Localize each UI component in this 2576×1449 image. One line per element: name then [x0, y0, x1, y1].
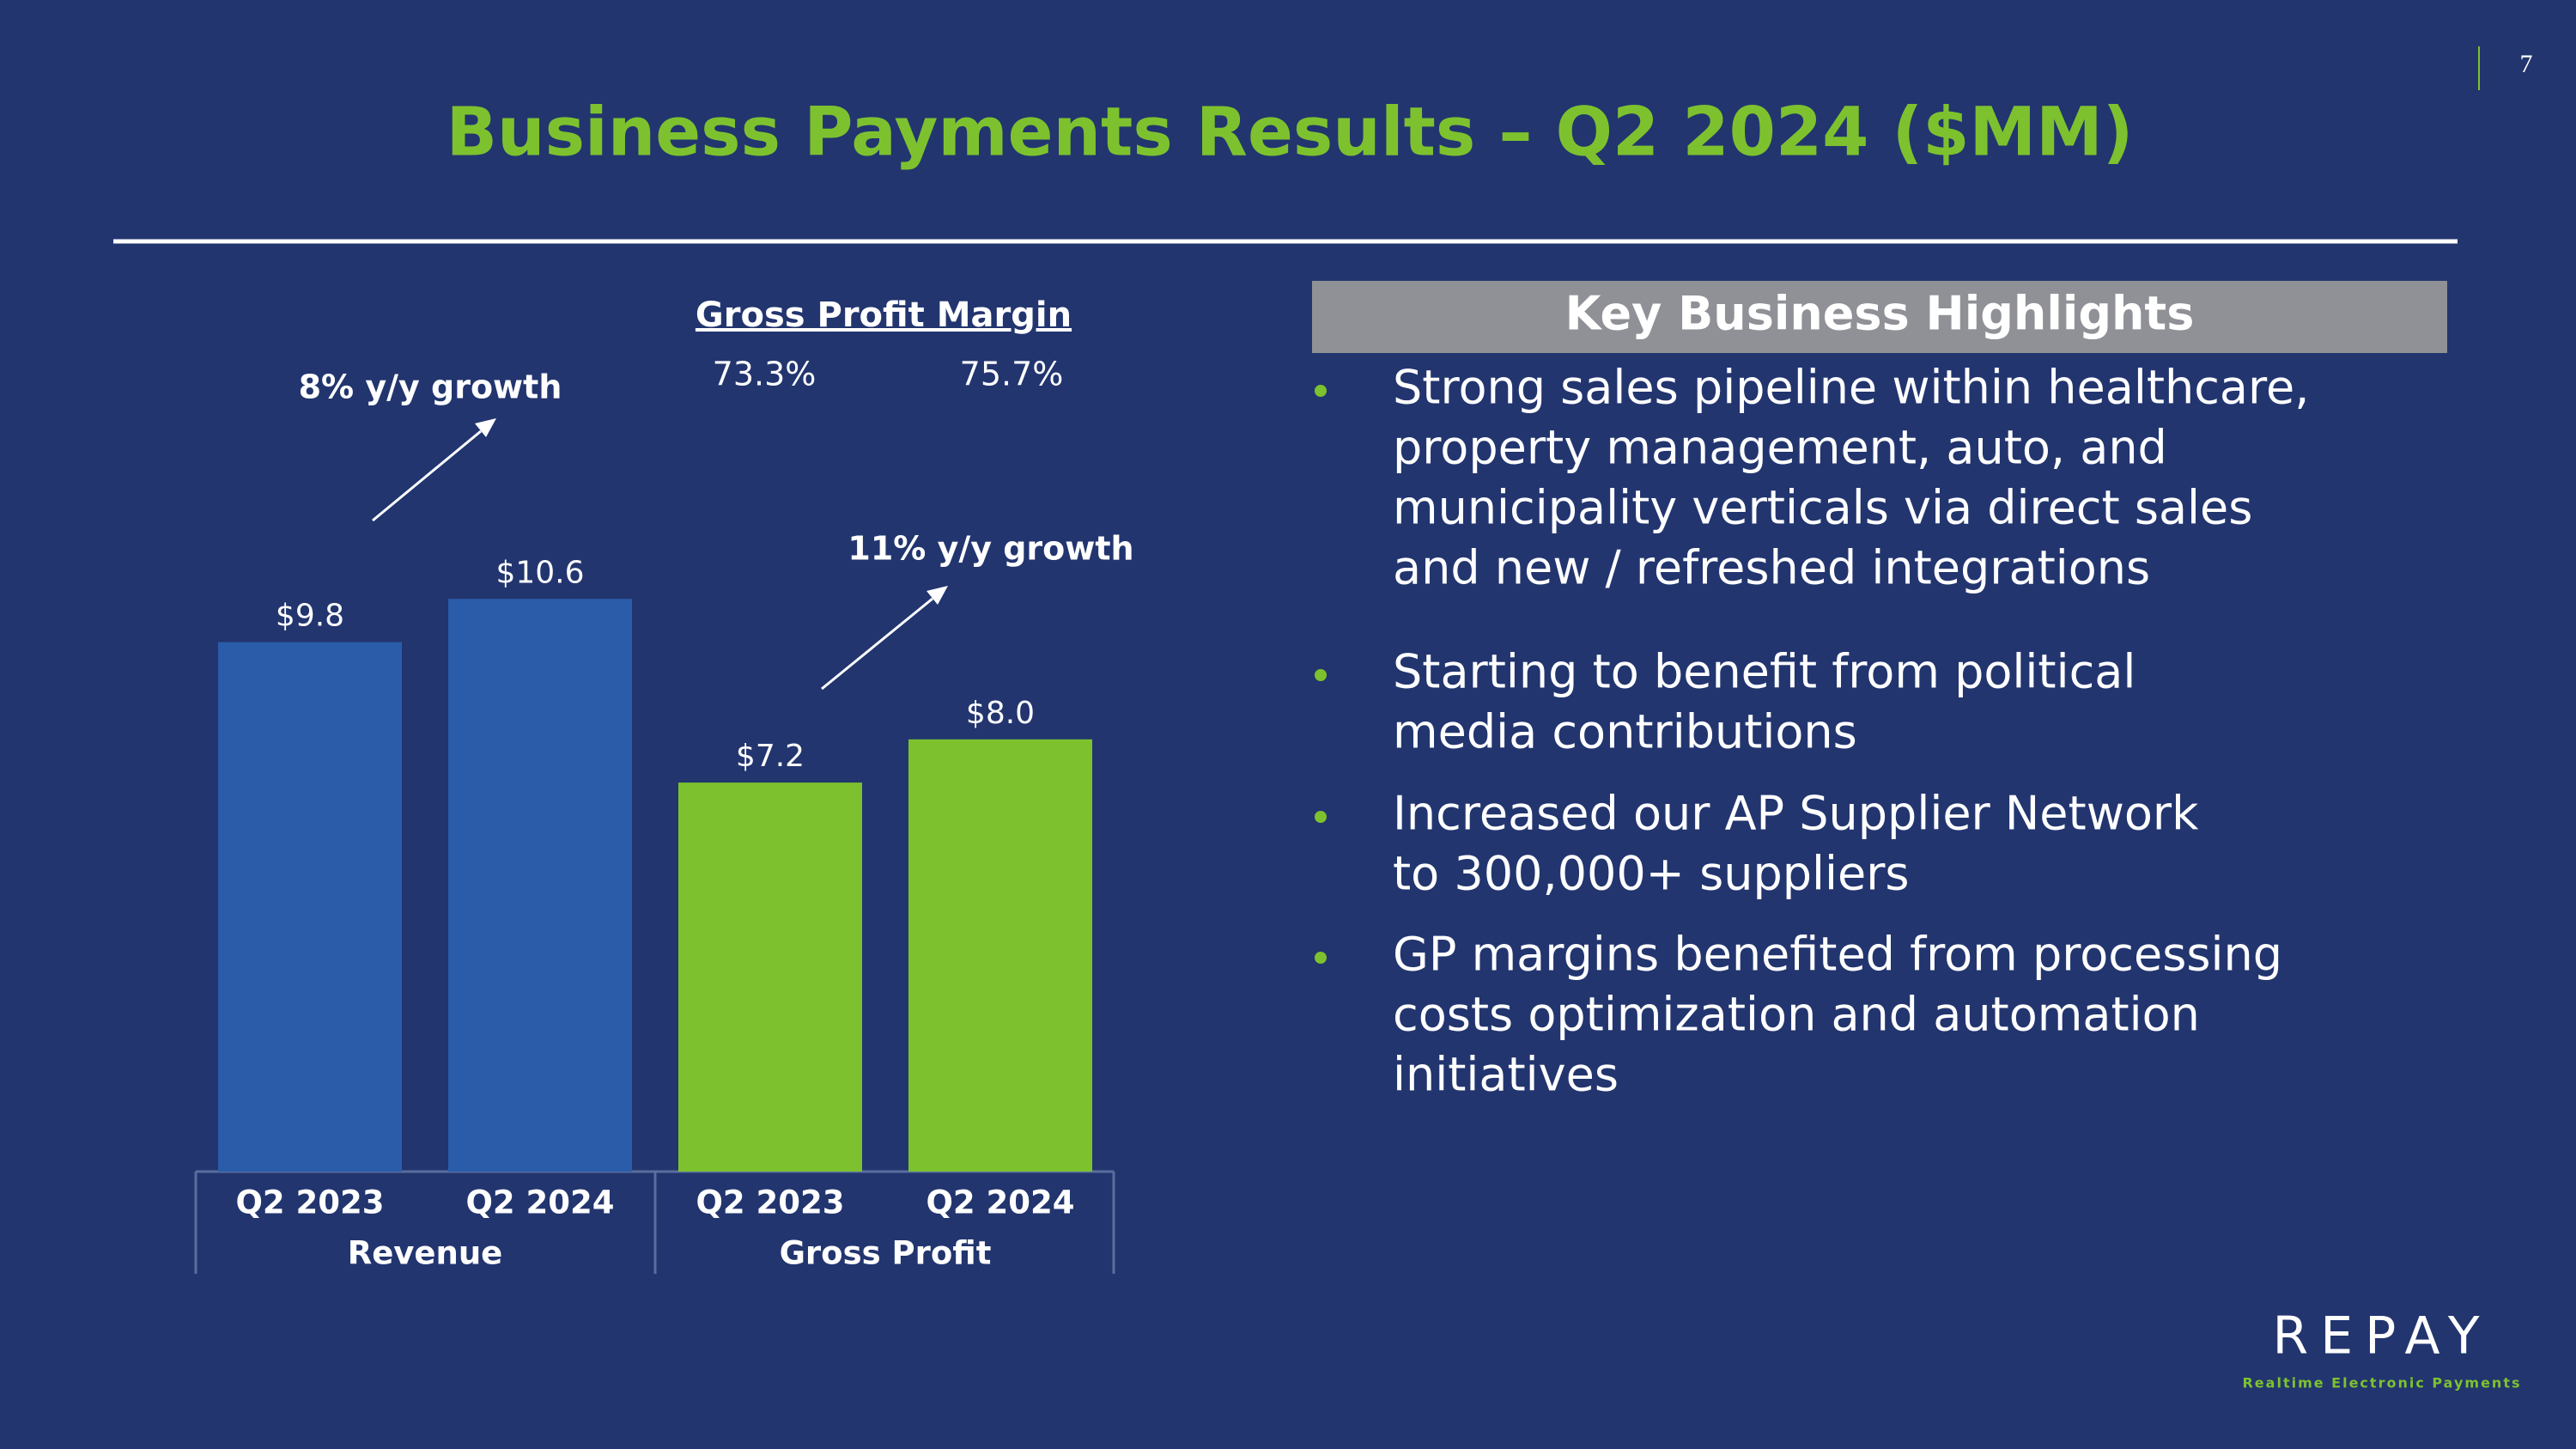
group-label: Gross Profit [780, 1235, 992, 1272]
x-tick-label: Q2 2023 [696, 1184, 844, 1221]
bullet-dot [1315, 952, 1327, 964]
margin-label: 75.7% [960, 356, 1064, 393]
growth-arrow [372, 429, 482, 522]
highlight-line: Increased our AP Supplier Network [1393, 787, 2199, 841]
highlights-header-box [1312, 281, 2447, 353]
x-tick-label: Q2 2024 [926, 1184, 1074, 1221]
bullet-dot [1315, 811, 1327, 823]
bullet-dot [1315, 669, 1327, 681]
x-tick-label: Q2 2024 [465, 1184, 614, 1221]
bar [448, 599, 632, 1172]
highlight-line: to 300,000+ suppliers [1393, 847, 1910, 901]
slide-title: Business Payments Results – Q2 2024 ($MM… [447, 94, 2134, 171]
highlight-line: and new / refreshed integrations [1393, 541, 2150, 595]
page-number: 7 [2520, 50, 2533, 78]
growth-arrow [821, 597, 933, 691]
growth-annotation: 11% y/y growth [848, 530, 1133, 568]
bullet-dot [1315, 385, 1327, 397]
highlight-line: property management, auto, and [1393, 421, 2167, 475]
bar [218, 642, 402, 1172]
bar [908, 739, 1092, 1172]
value-label: $10.6 [495, 555, 584, 590]
bar [678, 782, 862, 1172]
margin-label: 73.3% [713, 356, 817, 393]
highlight-line: GP margins benefited from processing [1393, 928, 2282, 982]
logo-tagline: Realtime Electronic Payments [2242, 1375, 2521, 1391]
growth-annotation: 8% y/y growth [299, 368, 562, 406]
highlight-line: Starting to benefit from political [1393, 645, 2136, 699]
value-label: $7.2 [736, 739, 805, 774]
growth-arrowhead [927, 586, 948, 605]
logo-name: REPAY [2273, 1306, 2492, 1367]
value-label: $9.8 [276, 599, 344, 634]
value-label: $8.0 [966, 696, 1035, 731]
group-label: Revenue [348, 1235, 503, 1272]
x-tick-label: Q2 2023 [235, 1184, 384, 1221]
growth-arrowhead [475, 418, 496, 437]
highlight-line: media contributions [1393, 705, 1857, 759]
highlight-line: municipality verticals via direct sales [1393, 481, 2252, 535]
highlights-title: Key Business Highlights [1565, 287, 2195, 341]
highlight-line: initiatives [1393, 1048, 1619, 1102]
highlight-line: costs optimization and automation [1393, 988, 2200, 1042]
margin-title: Gross Profit Margin [696, 295, 1072, 335]
highlight-line: Strong sales pipeline within healthcare, [1393, 361, 2309, 415]
